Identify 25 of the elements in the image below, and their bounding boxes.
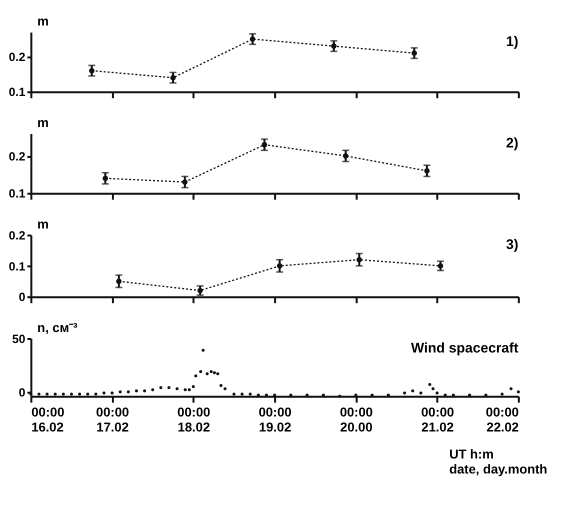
y-tick-label: 0.1 <box>8 186 26 201</box>
y-axis-title: n, см⁻³ <box>37 320 78 336</box>
y-tick-label: 0.1 <box>8 259 26 274</box>
x-tick-label: 00:00 21.02 <box>421 404 454 435</box>
annotation: 2) <box>506 134 518 150</box>
y-tick-label: 0 <box>18 290 26 304</box>
annotation: 3) <box>506 236 518 252</box>
x-axis-title: UT h:m date, day.month <box>449 446 548 476</box>
y-tick-label: 0.1 <box>8 85 26 100</box>
x-tick-label: 00:00 16.02 <box>31 404 64 435</box>
annotation: 1) <box>506 32 518 49</box>
y-tick-label: 0 <box>18 385 26 400</box>
x-tick-label: 00:00 18.02 <box>177 404 210 435</box>
y-axis-title: m <box>37 216 49 232</box>
x-tick-label: 00:00 19.02 <box>258 404 292 435</box>
x-tick-label: 00:00 20.00 <box>340 404 373 435</box>
x-tick-label: 00:00 22.02 <box>486 404 519 435</box>
x-tick-label: 00:00 17.02 <box>96 404 130 435</box>
annotation: Wind spacecraft <box>411 339 519 356</box>
y-tick-label: 0.2 <box>8 50 26 64</box>
y-axis-title: m <box>37 115 49 130</box>
y-tick-label: 0.2 <box>8 228 26 242</box>
y-tick-label: 50 <box>12 332 26 346</box>
y-tick-label: 0.2 <box>8 149 26 164</box>
y-axis-title: m <box>37 14 49 29</box>
